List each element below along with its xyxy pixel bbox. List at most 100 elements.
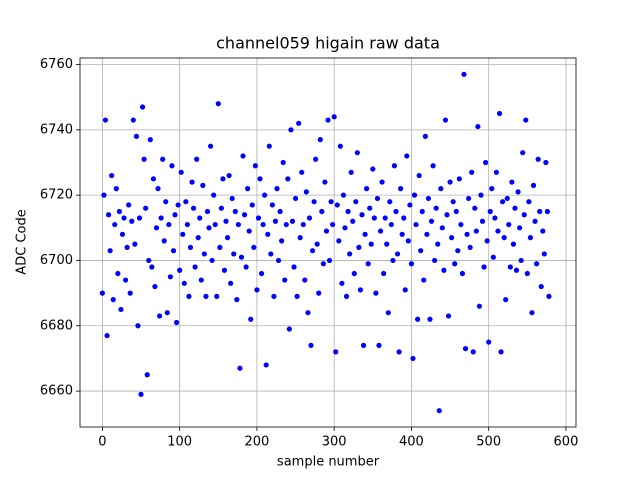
point [430,163,436,169]
point [524,270,530,277]
point [265,231,271,237]
point [201,251,207,257]
point [172,212,178,218]
x-tick-label: 400 [399,435,424,450]
point [356,244,362,250]
point [173,319,180,326]
point [291,264,297,270]
point [180,231,186,237]
point [305,310,311,316]
point [275,257,282,264]
point [507,264,513,270]
point [384,241,390,247]
point [337,143,343,149]
point [526,199,532,205]
point [351,270,357,277]
point [169,163,175,169]
point [212,221,218,228]
point [109,172,115,179]
point [331,114,337,120]
point [427,316,433,322]
point [215,101,221,107]
point [138,391,144,397]
point [432,257,438,264]
point [297,235,303,241]
point [521,212,527,218]
point [373,290,379,296]
point [467,244,473,250]
point [425,195,432,202]
point [328,199,334,205]
point [294,293,300,299]
point [490,254,496,260]
point [382,215,388,221]
point [475,123,481,130]
point [506,221,512,228]
point [515,189,521,195]
point [367,205,373,211]
point [209,257,215,264]
point [241,212,248,218]
point [167,274,173,280]
point [217,244,223,250]
point [347,251,353,257]
point [479,218,486,224]
point [229,195,235,202]
point [520,150,526,156]
point [288,127,294,133]
point [306,215,313,221]
point [211,192,217,198]
point [280,159,286,166]
point [260,221,266,228]
point [405,238,411,244]
y-tick-label: 6740 [40,122,73,137]
point [147,137,153,143]
point [181,280,187,286]
point [204,208,211,215]
point [340,192,347,198]
point [334,202,340,208]
point [266,143,272,149]
point [296,120,302,126]
point [350,218,356,224]
point [107,248,113,254]
point [509,179,515,185]
point [439,225,445,231]
point [274,186,280,192]
point [220,176,226,182]
point [133,133,139,139]
point [161,238,167,244]
point [283,221,289,228]
point [453,208,459,215]
point [523,117,529,123]
point [152,283,158,290]
point [299,169,305,175]
point [316,290,322,296]
point [381,270,387,277]
point [102,117,109,123]
point [101,192,107,198]
point [166,221,172,228]
point [445,313,452,319]
point [272,218,279,224]
point [408,261,415,267]
point [195,235,201,241]
point [377,228,384,234]
point [444,212,450,218]
point [512,205,518,211]
point [364,186,370,192]
point [399,231,405,237]
point [268,251,274,257]
point [370,166,376,172]
x-tick-label: 500 [476,435,501,450]
point [262,192,268,198]
point [379,179,385,185]
point [455,248,461,254]
point [484,238,490,244]
point [319,208,325,215]
point [495,228,501,234]
point [359,212,365,218]
point [194,156,200,162]
point [243,264,249,270]
